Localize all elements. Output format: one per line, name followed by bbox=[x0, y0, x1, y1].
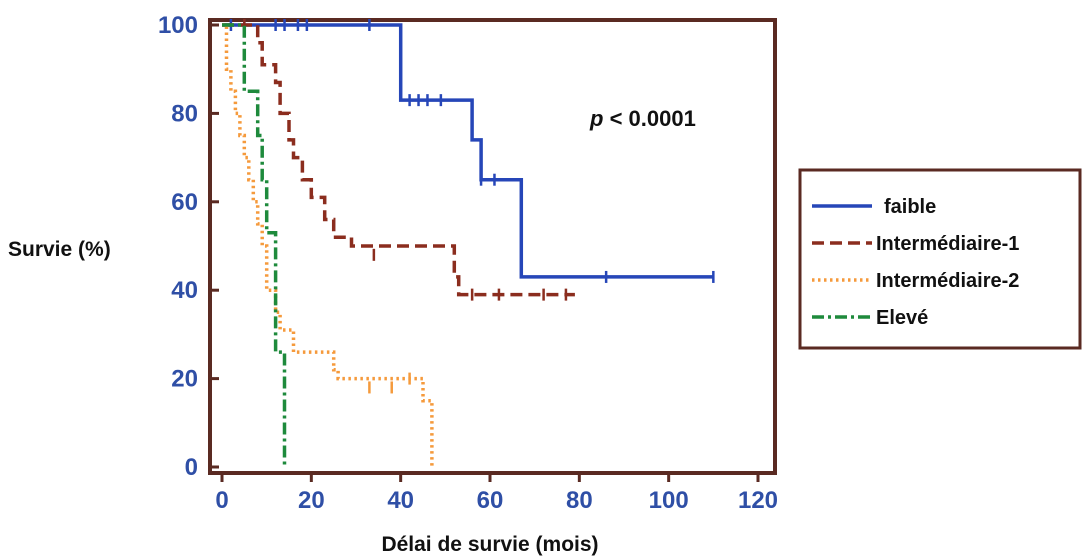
y-tick-label: 60 bbox=[171, 189, 198, 216]
y-axis-ticks: 0 20 40 60 80 100 bbox=[158, 12, 219, 481]
legend-box bbox=[798, 168, 1082, 350]
x-axis-ticks: 0 20 40 60 80 100 120 bbox=[215, 473, 778, 514]
plot-frame bbox=[208, 18, 777, 475]
series-line-eleve bbox=[222, 23, 287, 467]
legend-label: Elevé bbox=[876, 307, 928, 329]
series-line-faible bbox=[222, 23, 714, 279]
p-value-annotation: p < 0.0001 bbox=[589, 106, 696, 131]
x-tick-label: 20 bbox=[298, 487, 325, 514]
series-line-intermediaire-1 bbox=[222, 23, 575, 297]
x-tick-label: 60 bbox=[477, 487, 504, 514]
x-tick-label: 40 bbox=[387, 487, 414, 514]
legend-entries: faible Intermédiaire-1 Intermédiaire-2 Elev… bbox=[812, 196, 1019, 329]
legend: faible Intermédiaire-1 Intermédiaire-2 Elev… bbox=[798, 168, 1082, 350]
p-value-text: < 0.0001 bbox=[603, 106, 695, 131]
p-value-italic: p bbox=[589, 106, 603, 131]
x-axis-label: Délai de survie (mois) bbox=[381, 533, 598, 556]
legend-label: Intermédiaire-2 bbox=[876, 270, 1019, 292]
y-tick-label: 20 bbox=[171, 366, 198, 393]
series-line-intermediaire-2 bbox=[222, 23, 434, 467]
y-tick-label: 80 bbox=[171, 100, 198, 127]
x-tick-label: 80 bbox=[566, 487, 593, 514]
legend-label: Intermédiaire-1 bbox=[876, 233, 1019, 255]
x-tick-label: 100 bbox=[649, 487, 689, 514]
series-lines bbox=[222, 19, 715, 467]
y-tick-label: 100 bbox=[158, 12, 198, 39]
x-tick-label: 0 bbox=[215, 487, 228, 514]
y-tick-label: 40 bbox=[171, 277, 198, 304]
y-tick-label: 0 bbox=[185, 454, 198, 481]
x-tick-label: 120 bbox=[738, 487, 778, 514]
y-axis-label: Survie (%) bbox=[8, 238, 111, 261]
legend-label: faible bbox=[884, 196, 936, 218]
